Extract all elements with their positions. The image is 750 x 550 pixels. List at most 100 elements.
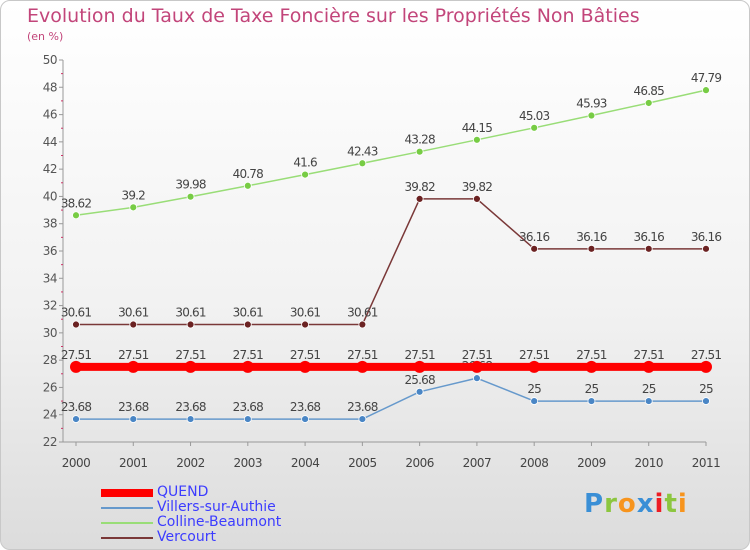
data-label-vercourt: 30.61 <box>118 306 149 320</box>
data-label-colline-beaumont: 43.28 <box>404 133 435 147</box>
data-label-villers-sur-authie: 23.68 <box>290 400 321 414</box>
series-line-villers-sur-authie <box>76 377 706 420</box>
data-label-quend: 27.51 <box>691 348 722 362</box>
data-point-quend <box>700 360 712 373</box>
data-point-villers-sur-authie <box>243 415 252 423</box>
logo-letter: x <box>636 489 655 519</box>
data-label-vercourt: 39.82 <box>404 180 435 194</box>
x-tick-label: 2005 <box>348 456 377 470</box>
data-point-villers-sur-authie <box>530 397 539 405</box>
data-point-vercourt <box>243 320 252 329</box>
data-label-vercourt: 30.61 <box>233 306 264 320</box>
data-point-colline-beaumont <box>301 170 309 179</box>
data-label-villers-sur-authie: 23.68 <box>61 400 92 414</box>
data-point-villers-sur-authie <box>473 374 481 383</box>
x-tick-label: 2007 <box>463 456 492 470</box>
data-label-colline-beaumont: 45.03 <box>519 109 550 123</box>
data-point-villers-sur-authie <box>301 415 309 423</box>
data-label-vercourt: 36.16 <box>519 230 550 244</box>
legend-label-villers-sur-authie: Villers-sur-Authie <box>157 499 276 515</box>
data-label-quend: 27.51 <box>404 348 435 362</box>
x-tick-label: 2006 <box>405 456 434 470</box>
y-tick-label: 22 <box>43 435 57 449</box>
x-tick-label: 2010 <box>634 456 663 470</box>
data-point-colline-beaumont <box>129 203 138 212</box>
data-point-colline-beaumont <box>72 211 80 220</box>
data-label-vercourt: 30.61 <box>175 306 206 320</box>
data-point-vercourt <box>587 244 596 253</box>
data-point-vercourt <box>301 320 309 329</box>
data-label-quend: 27.51 <box>519 348 550 362</box>
data-point-colline-beaumont <box>644 99 653 107</box>
data-point-colline-beaumont <box>186 192 195 201</box>
y-tick-label: 44 <box>43 135 57 149</box>
data-point-colline-beaumont <box>415 147 424 156</box>
data-label-villers-sur-authie: 23.68 <box>175 400 206 414</box>
data-point-vercourt <box>702 244 710 253</box>
data-label-colline-beaumont: 39.98 <box>175 178 206 192</box>
data-point-vercourt <box>186 320 195 329</box>
y-tick-label: 38 <box>43 217 57 231</box>
data-label-quend: 27.51 <box>290 348 321 362</box>
data-point-quend <box>241 360 254 373</box>
data-label-quend: 27.51 <box>462 348 493 362</box>
data-point-quend <box>413 360 426 373</box>
legend-swatch-vercourt <box>101 537 153 539</box>
data-point-villers-sur-authie <box>358 415 367 423</box>
logo-letter: i <box>677 489 688 519</box>
x-tick-label: 2004 <box>291 456 320 470</box>
data-label-villers-sur-authie: 23.68 <box>233 400 264 414</box>
data-point-quend <box>470 360 483 373</box>
data-label-vercourt: 36.16 <box>576 230 607 244</box>
data-label-colline-beaumont: 47.79 <box>691 71 722 85</box>
data-point-vercourt <box>473 194 481 203</box>
legend-swatch-villers-sur-authie <box>101 507 153 509</box>
data-point-vercourt <box>72 320 80 329</box>
logo-letter: t <box>664 489 678 519</box>
data-point-quend <box>299 360 312 373</box>
x-tick-label: 2003 <box>234 456 263 470</box>
legend-label-colline-beaumont: Colline-Beaumont <box>157 514 282 530</box>
data-label-quend: 27.51 <box>347 348 378 362</box>
data-point-villers-sur-authie <box>72 415 80 423</box>
data-label-colline-beaumont: 45.93 <box>576 97 607 111</box>
data-label-colline-beaumont: 39.2 <box>122 188 146 202</box>
data-point-vercourt <box>358 320 367 329</box>
y-tick-label: 46 <box>43 108 57 122</box>
data-label-vercourt: 30.61 <box>290 306 321 320</box>
data-point-colline-beaumont <box>358 159 367 168</box>
data-label-villers-sur-authie: 25 <box>699 382 713 396</box>
data-point-villers-sur-authie <box>129 415 138 423</box>
data-point-villers-sur-authie <box>702 397 710 405</box>
data-label-quend: 27.51 <box>634 348 665 362</box>
legend-item-colline-beaumont: Colline-Beaumont <box>101 515 361 530</box>
data-point-colline-beaumont <box>530 123 539 132</box>
data-point-quend <box>528 360 541 373</box>
data-label-villers-sur-authie: 25.68 <box>404 373 435 387</box>
legend-item-vercourt: Vercourt <box>101 530 361 545</box>
data-point-quend <box>127 360 140 373</box>
data-point-villers-sur-authie <box>415 387 424 396</box>
y-tick-label: 34 <box>43 271 57 285</box>
data-label-villers-sur-authie: 23.68 <box>347 400 378 414</box>
data-point-vercourt <box>530 244 539 253</box>
data-label-colline-beaumont: 42.43 <box>347 144 378 158</box>
data-label-vercourt: 36.16 <box>691 230 722 244</box>
data-label-quend: 27.51 <box>233 348 264 362</box>
logo-letter: o <box>617 489 637 519</box>
data-point-quend <box>70 360 82 373</box>
data-label-colline-beaumont: 40.78 <box>233 167 264 181</box>
legend-label-quend: QUEND <box>157 484 209 500</box>
data-point-villers-sur-authie <box>186 415 195 423</box>
data-point-vercourt <box>415 194 424 203</box>
data-label-villers-sur-authie: 23.68 <box>118 400 149 414</box>
chart-legend: QUEND Villers-sur-Authie Colline-Beaumon… <box>101 485 361 545</box>
data-label-vercourt: 36.16 <box>634 230 665 244</box>
legend-item-quend: QUEND <box>101 485 361 500</box>
x-tick-label: 2008 <box>520 456 549 470</box>
x-tick-label: 2000 <box>62 456 91 470</box>
chart-unit-label: (en %) <box>27 30 64 43</box>
data-label-vercourt: 30.61 <box>61 306 92 320</box>
data-label-vercourt: 30.61 <box>347 306 378 320</box>
